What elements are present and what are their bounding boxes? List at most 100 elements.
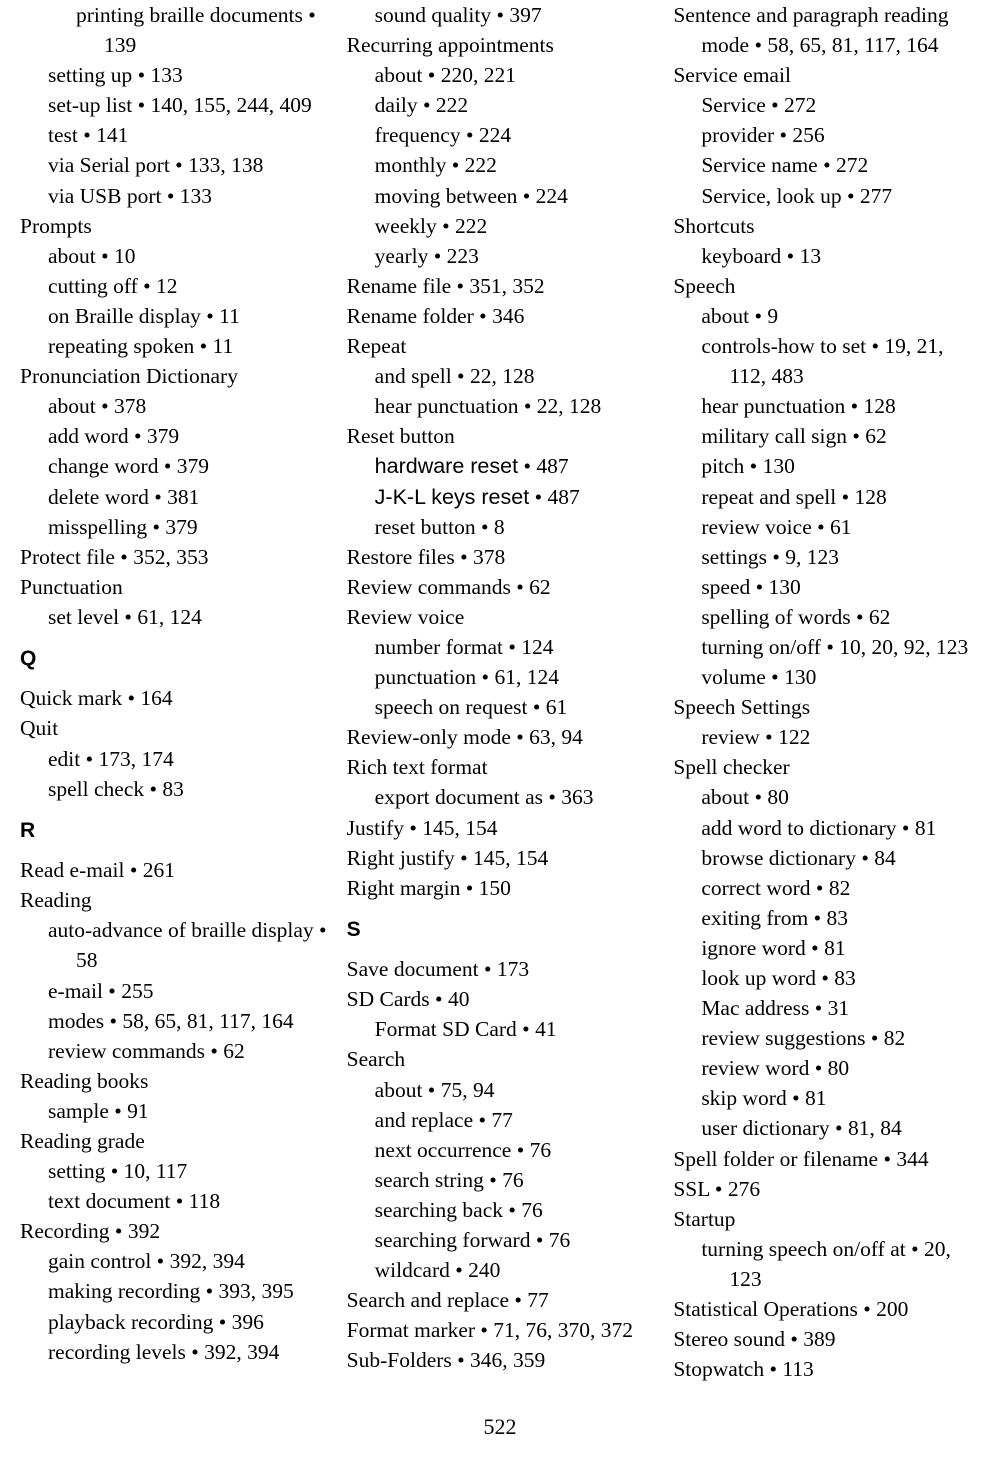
index-entry: review voice • 61	[673, 512, 980, 542]
index-entry: Shortcuts	[673, 211, 980, 241]
index-entry: searching back • 76	[347, 1195, 654, 1225]
index-entry: set level • 61, 124	[20, 602, 327, 632]
index-entry: cutting off • 12	[20, 271, 327, 301]
index-entry: moving between • 224	[347, 181, 654, 211]
index-entry: recording levels • 392, 394	[20, 1337, 327, 1367]
index-entry-term: J-K-L keys reset	[375, 485, 530, 509]
index-entry: review word • 80	[673, 1053, 980, 1083]
index-entry: Reading	[20, 885, 327, 915]
index-entry: add word • 379	[20, 421, 327, 451]
index-entry: correct word • 82	[673, 873, 980, 903]
index-entry: military call sign • 62	[673, 421, 980, 451]
index-entry: hardware reset • 487	[347, 451, 654, 481]
index-entry: Repeat	[347, 331, 654, 361]
index-entry: spelling of words • 62	[673, 602, 980, 632]
index-entry: number format • 124	[347, 632, 654, 662]
index-entry: Rich text format	[347, 752, 654, 782]
index-entry: set-up list • 140, 155, 244, 409	[20, 90, 327, 120]
index-entry: speed • 130	[673, 572, 980, 602]
index-columns: printing braille documents • 139setting …	[20, 0, 980, 1384]
index-entry: edit • 173, 174	[20, 744, 327, 774]
index-entry: monthly • 222	[347, 150, 654, 180]
index-entry: about • 80	[673, 782, 980, 812]
index-entry: Statistical Operations • 200	[673, 1294, 980, 1324]
index-entry: SSL • 276	[673, 1174, 980, 1204]
index-entry: SD Cards • 40	[347, 984, 654, 1014]
index-entry: look up word • 83	[673, 963, 980, 993]
index-entry: Service name • 272	[673, 150, 980, 180]
index-entry: add word to dictionary • 81	[673, 813, 980, 843]
index-entry: Recurring appointments	[347, 30, 654, 60]
index-entry: frequency • 224	[347, 120, 654, 150]
index-entry: exiting from • 83	[673, 903, 980, 933]
index-entry: browse dictionary • 84	[673, 843, 980, 873]
index-entry: repeat and spell • 128	[673, 482, 980, 512]
index-entry: modes • 58, 65, 81, 117, 164	[20, 1006, 327, 1036]
index-entry: hear punctuation • 128	[673, 391, 980, 421]
index-entry: Reading grade	[20, 1126, 327, 1156]
index-entry: Reset button	[347, 421, 654, 451]
index-entry: Review voice	[347, 602, 654, 632]
index-entry: Save document • 173	[347, 954, 654, 984]
index-entry: setting up • 133	[20, 60, 327, 90]
index-entry: Service, look up • 277	[673, 181, 980, 211]
index-entry: punctuation • 61, 124	[347, 662, 654, 692]
index-entry: Protect file • 352, 353	[20, 542, 327, 572]
index-entry: spell check • 83	[20, 774, 327, 804]
index-entry: Rename folder • 346	[347, 301, 654, 331]
index-entry: Sentence and paragraph reading mode • 58…	[673, 0, 980, 60]
index-entry: next occurrence • 76	[347, 1135, 654, 1165]
index-entry: wildcard • 240	[347, 1255, 654, 1285]
index-entry: Format SD Card • 41	[347, 1014, 654, 1044]
index-entry: misspelling • 379	[20, 512, 327, 542]
index-entry: making recording • 393, 395	[20, 1276, 327, 1306]
index-entry: Rename file • 351, 352	[347, 271, 654, 301]
index-entry: Right justify • 145, 154	[347, 843, 654, 873]
index-entry: about • 378	[20, 391, 327, 421]
index-entry: weekly • 222	[347, 211, 654, 241]
index-entry: Review-only mode • 63, 94	[347, 722, 654, 752]
index-entry: searching forward • 76	[347, 1225, 654, 1255]
index-entry: pitch • 130	[673, 451, 980, 481]
index-entry-term: hardware reset	[375, 454, 518, 478]
index-entry: provider • 256	[673, 120, 980, 150]
index-entry: Stopwatch • 113	[673, 1354, 980, 1384]
index-entry: Quit	[20, 713, 327, 743]
index-entry: Justify • 145, 154	[347, 813, 654, 843]
index-entry: about • 220, 221	[347, 60, 654, 90]
index-entry: repeating spoken • 11	[20, 331, 327, 361]
index-entry: setting • 10, 117	[20, 1156, 327, 1186]
index-entry: and replace • 77	[347, 1105, 654, 1135]
index-entry: skip word • 81	[673, 1083, 980, 1113]
index-entry: search string • 76	[347, 1165, 654, 1195]
index-entry: review suggestions • 82	[673, 1023, 980, 1053]
index-entry: via Serial port • 133, 138	[20, 150, 327, 180]
index-entry: Recording • 392	[20, 1216, 327, 1246]
index-entry: and spell • 22, 128	[347, 361, 654, 391]
index-entry: Startup	[673, 1204, 980, 1234]
index-entry: Reading books	[20, 1066, 327, 1096]
index-entry: reset button • 8	[347, 512, 654, 542]
index-entry: Sub-Folders • 346, 359	[347, 1345, 654, 1375]
index-entry: speech on request • 61	[347, 692, 654, 722]
index-entry: settings • 9, 123	[673, 542, 980, 572]
index-entry-pages: • 487	[518, 454, 569, 478]
index-entry: ignore word • 81	[673, 933, 980, 963]
page: printing braille documents • 139setting …	[0, 0, 1000, 1470]
index-entry: Spell checker	[673, 752, 980, 782]
index-entry: Service • 272	[673, 90, 980, 120]
index-entry: printing braille documents • 139	[20, 0, 327, 60]
index-entry: turning on/off • 10, 20, 92, 123	[673, 632, 980, 662]
index-entry: via USB port • 133	[20, 181, 327, 211]
section-letter: Q	[20, 644, 327, 673]
section-letter: S	[347, 915, 654, 944]
index-entry: hear punctuation • 22, 128	[347, 391, 654, 421]
index-entry: sound quality • 397	[347, 0, 654, 30]
index-entry: Speech	[673, 271, 980, 301]
index-entry: J-K-L keys reset • 487	[347, 482, 654, 512]
index-entry: Prompts	[20, 211, 327, 241]
index-entry: about • 75, 94	[347, 1075, 654, 1105]
index-entry: Mac address • 31	[673, 993, 980, 1023]
index-entry: delete word • 381	[20, 482, 327, 512]
index-entry: controls-how to set • 19, 21, 112, 483	[673, 331, 980, 391]
